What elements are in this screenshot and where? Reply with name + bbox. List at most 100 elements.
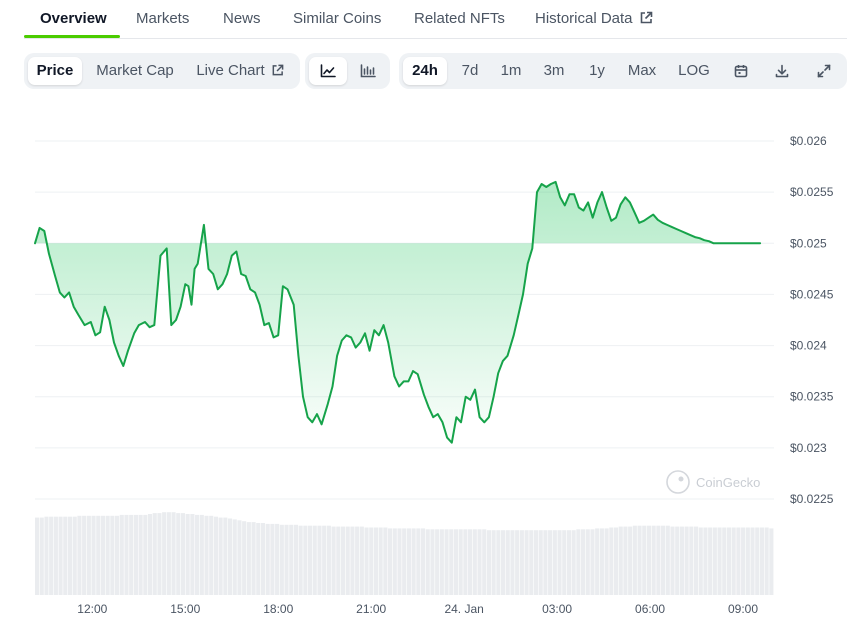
volume-bar — [703, 527, 708, 595]
volume-bar — [548, 530, 553, 595]
volume-bar — [317, 525, 322, 595]
volume-bar — [152, 513, 157, 595]
volume-bar — [284, 524, 289, 595]
volume-bar — [293, 524, 298, 595]
range-1y-button[interactable]: 1y — [589, 62, 605, 79]
volume-bar — [552, 530, 557, 595]
price-button[interactable]: Price — [28, 57, 82, 85]
volume-bar — [661, 525, 666, 595]
volume-bar — [444, 529, 449, 595]
volume-bar — [157, 513, 162, 595]
tab-bar: Overview Markets News Similar Coins Rela… — [24, 0, 847, 39]
price-area — [35, 181, 761, 443]
volume-bar — [298, 525, 303, 595]
volume-bar — [538, 530, 543, 595]
time-range-group: 24h 7d 1m 3m 1y Max LOG — [399, 53, 847, 89]
range-24h-button[interactable]: 24h — [403, 57, 447, 85]
tab-similar-coins[interactable]: Similar Coins — [293, 10, 382, 27]
volume-bar — [585, 529, 590, 595]
volume-bar — [331, 526, 336, 595]
tab-historical-data[interactable]: Historical Data — [535, 10, 653, 27]
volume-bar — [308, 525, 313, 595]
x-tick-label: 24. Jan — [444, 602, 483, 616]
log-scale-button[interactable]: LOG — [678, 62, 710, 79]
volume-bar — [86, 515, 91, 595]
tab-overview[interactable]: Overview — [40, 10, 107, 27]
range-1m-button[interactable]: 1m — [500, 62, 522, 79]
volume-bar — [439, 529, 444, 595]
tab-markets[interactable]: Markets — [136, 10, 190, 27]
active-tab-indicator — [24, 35, 120, 38]
volume-bar — [468, 529, 473, 595]
volume-bar — [195, 514, 200, 595]
volume-bar — [77, 515, 82, 595]
volume-bar — [171, 512, 176, 595]
volume-bar — [340, 526, 346, 595]
market-cap-button[interactable]: Market Cap — [96, 62, 174, 79]
volume-bar — [510, 530, 515, 595]
volume-bar — [726, 527, 732, 595]
volume-bar — [769, 528, 774, 595]
volume-bar — [369, 527, 374, 595]
tab-news[interactable]: News — [223, 10, 261, 27]
volume-bar — [185, 514, 190, 595]
volume-bar — [213, 516, 218, 595]
volume-bar — [435, 529, 440, 595]
volume-bar — [416, 528, 421, 595]
volume-bar — [303, 525, 308, 595]
fullscreen-icon — [817, 64, 831, 78]
range-max-button[interactable]: Max — [627, 62, 657, 79]
volume-bar — [289, 524, 294, 595]
volume-bar — [350, 526, 355, 595]
x-tick-label: 09:00 — [728, 602, 758, 616]
volume-bar — [260, 523, 266, 595]
volume-bar — [632, 525, 637, 595]
range-7d-button[interactable]: 7d — [461, 62, 479, 79]
volume-bar — [505, 530, 510, 595]
volume-bar — [557, 530, 562, 595]
volume-bar — [533, 530, 539, 595]
volume-bar — [576, 529, 581, 595]
live-chart-button[interactable]: Live Chart — [188, 57, 292, 85]
volume-bar — [129, 514, 134, 595]
volume-bar — [143, 514, 148, 595]
volume-bar — [708, 527, 713, 595]
volume-bar — [486, 530, 491, 595]
volume-bar — [458, 529, 463, 595]
range-3m-button[interactable]: 3m — [543, 62, 565, 79]
volume-bar — [312, 525, 317, 595]
volume-bar — [651, 525, 656, 595]
volume-bar — [176, 513, 181, 595]
volume-bar — [204, 515, 209, 595]
volume-bar — [256, 523, 261, 595]
volume-bar — [759, 527, 764, 595]
volume-bar — [326, 525, 331, 595]
volume-bar — [110, 515, 115, 595]
y-tick-label: $0.0225 — [790, 492, 834, 506]
volume-bar — [562, 530, 567, 595]
volume-bar — [100, 515, 106, 595]
price-line — [34, 180, 762, 444]
calendar-icon — [734, 65, 748, 78]
volume-bar — [190, 514, 195, 595]
date-range-button[interactable] — [724, 57, 758, 85]
volume-bar — [275, 523, 280, 595]
fullscreen-button[interactable] — [807, 57, 841, 85]
coingecko-logo-icon — [666, 470, 690, 494]
tab-related-nfts[interactable]: Related NFTs — [414, 10, 505, 27]
volume-bar — [237, 520, 242, 595]
y-axis: $0.026 $0.0255 $0.025 $0.0245 $0.024 $0.0235 $… — [790, 134, 834, 506]
volume-bar — [227, 518, 233, 595]
chart-type-toggle-group — [305, 53, 390, 89]
volume-bar — [223, 517, 228, 595]
candlestick-chart-button[interactable] — [349, 57, 387, 85]
x-tick-label: 12:00 — [77, 602, 107, 616]
volume-bar — [613, 527, 619, 595]
line-chart-button[interactable] — [309, 57, 347, 85]
volume-bar — [199, 514, 204, 595]
x-tick-label: 21:00 — [356, 602, 386, 616]
volume-bar — [453, 529, 459, 595]
volume-bar — [138, 514, 143, 595]
download-button[interactable] — [765, 57, 799, 85]
